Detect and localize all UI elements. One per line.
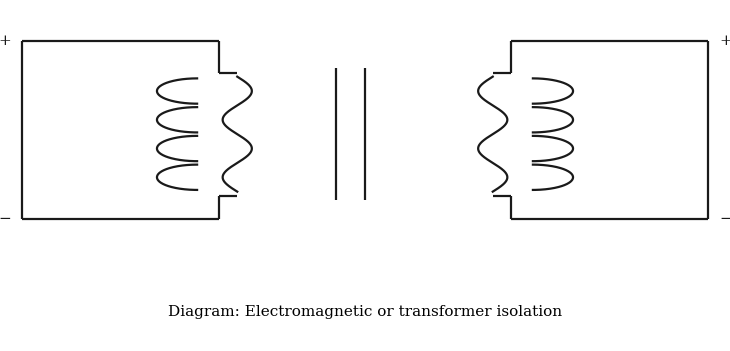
Text: −: − xyxy=(0,212,11,226)
Text: +: + xyxy=(719,34,730,48)
Text: +: + xyxy=(0,34,11,48)
Text: Diagram: Electromagnetic or transformer isolation: Diagram: Electromagnetic or transformer … xyxy=(168,305,562,319)
Text: −: − xyxy=(719,212,730,226)
